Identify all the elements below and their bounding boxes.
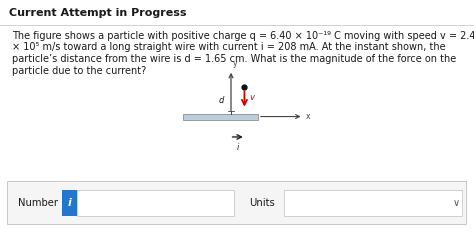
Text: v: v [249,93,254,102]
Text: Number: Number [18,198,58,208]
Text: y: y [232,59,237,68]
Text: i: i [237,143,239,152]
Text: particle’s distance from the wire is d = 1.65 cm. What is the magnitude of the f: particle’s distance from the wire is d =… [12,54,456,64]
Text: The figure shows a particle with positive charge q = 6.40 × 10⁻¹⁹ C moving with : The figure shows a particle with positiv… [12,31,474,41]
Text: Units: Units [249,198,274,208]
Text: Current Attempt in Progress: Current Attempt in Progress [9,8,186,18]
Text: i: i [67,198,72,208]
Text: d: d [219,96,224,105]
Text: × 10⁵ m/s toward a long straight wire with current i = 208 mA. At the instant sh: × 10⁵ m/s toward a long straight wire wi… [12,42,446,52]
Text: particle due to the current?: particle due to the current? [12,66,146,76]
Text: x: x [306,112,310,121]
Text: ∨: ∨ [453,198,460,208]
Bar [182,114,258,120]
